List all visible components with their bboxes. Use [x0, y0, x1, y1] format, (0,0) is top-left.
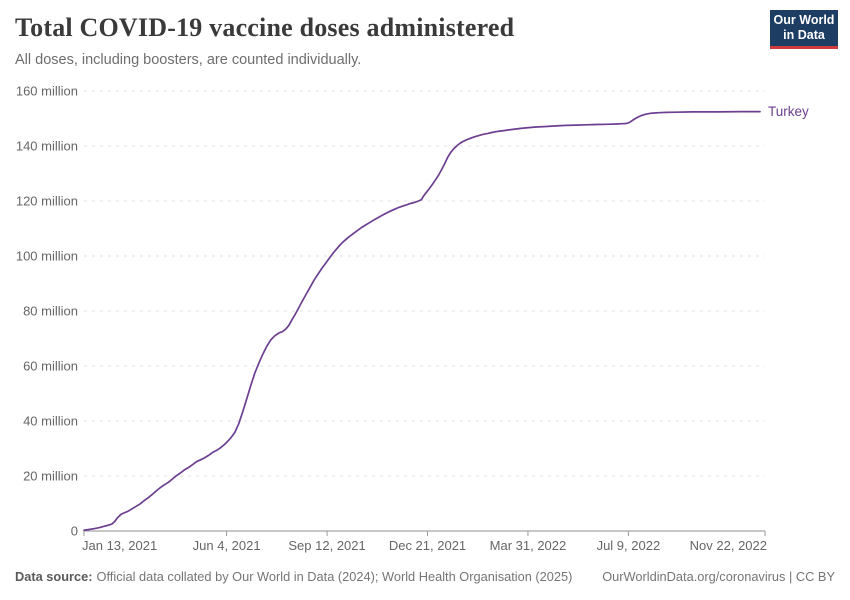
x-axis-label: Jul 9, 2022: [597, 538, 661, 553]
x-axis-label: Mar 31, 2022: [490, 538, 567, 553]
data-source-label: Data source:: [15, 569, 93, 584]
chart-footer: Data source: Official data collated by Ou…: [15, 569, 835, 584]
y-axis-label: 60 million: [23, 359, 78, 374]
owid-logo: Our World in Data: [770, 10, 838, 49]
y-axis-label: 20 million: [23, 469, 78, 484]
data-source-text: Official data collated by Our World in D…: [96, 569, 573, 584]
y-axis-label: 120 million: [16, 194, 78, 209]
y-axis-label: 40 million: [23, 414, 78, 429]
x-axis-label: Dec 21, 2021: [389, 538, 466, 553]
y-axis-label: 100 million: [16, 249, 78, 264]
series-line-turkey: [83, 110, 761, 532]
chart-title: Total COVID-19 vaccine doses administere…: [15, 13, 515, 42]
footer-link[interactable]: OurWorldinData.org/coronavirus | CC BY: [602, 569, 835, 584]
y-axis-label: 80 million: [23, 304, 78, 319]
x-axis-label: Nov 22, 2022: [690, 538, 767, 553]
y-axis-label: 140 million: [16, 139, 78, 154]
data-source: Data source: Official data collated by Ou…: [15, 569, 572, 584]
x-axis-label: Sep 12, 2021: [288, 538, 365, 553]
x-axis-label: Jun 4, 2021: [193, 538, 261, 553]
y-axis-label: 160 million: [16, 84, 78, 99]
series-end-label: Turkey: [768, 104, 809, 119]
chart-subtitle: All doses, including boosters, are count…: [15, 52, 362, 68]
owid-logo-line2: in Data: [783, 28, 825, 42]
x-axis-label: Jan 13, 2021: [82, 538, 157, 553]
y-axis-label: 0: [71, 524, 78, 539]
owid-logo-line1: Our World: [773, 13, 835, 27]
